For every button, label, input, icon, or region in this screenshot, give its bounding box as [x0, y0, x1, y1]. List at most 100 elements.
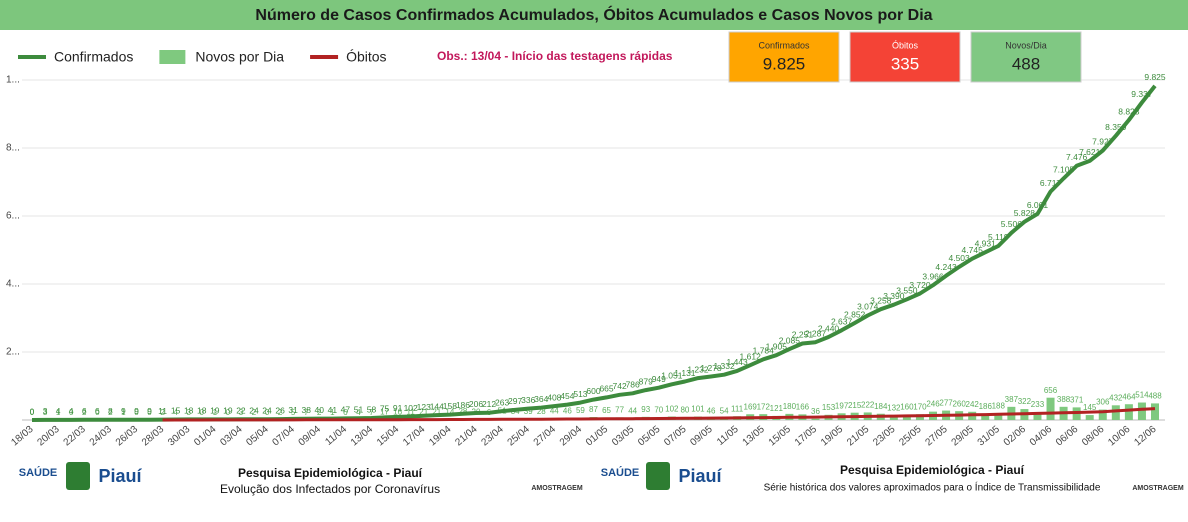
- data-label: 54: [720, 406, 729, 415]
- summary-value: 335: [891, 54, 919, 73]
- data-label: 121: [770, 404, 784, 413]
- x-tick-label: 12/06: [1132, 424, 1159, 449]
- data-label: 46: [563, 407, 572, 416]
- x-tick-label: 20/03: [35, 424, 62, 449]
- data-label: 80: [680, 405, 689, 414]
- data-label: 11: [158, 406, 167, 416]
- y-tick-label: 2...: [6, 347, 20, 358]
- x-tick-label: 05/04: [244, 424, 271, 449]
- data-label: 111: [731, 404, 744, 413]
- bar: [1125, 404, 1133, 420]
- data-label: 153: [822, 403, 836, 412]
- data-label: 188: [992, 402, 1006, 411]
- data-label: 19: [210, 406, 220, 416]
- data-label: 9: [147, 406, 152, 416]
- logo-text: SAÚDE: [601, 466, 640, 479]
- data-label: 166: [796, 402, 810, 411]
- x-tick-label: 09/04: [297, 424, 324, 449]
- data-label: 19: [223, 406, 233, 416]
- x-tick-label: 17/04: [401, 424, 428, 449]
- x-tick-label: 29/04: [558, 424, 585, 449]
- data-label: 44: [628, 407, 637, 416]
- logo-text: SAÚDE: [19, 466, 58, 479]
- data-label: 242: [966, 400, 980, 409]
- data-label: 75: [380, 404, 390, 414]
- data-label: 46: [707, 407, 716, 416]
- data-label: 170: [913, 402, 927, 411]
- data-label: 0: [30, 406, 35, 416]
- logo-icon: [646, 462, 670, 490]
- summary-label: Óbitos: [892, 40, 919, 50]
- chart-title: Número de Casos Confirmados Acumulados, …: [255, 5, 932, 24]
- x-tick-label: 08/06: [1080, 424, 1107, 449]
- data-label: 70: [654, 406, 663, 415]
- x-tick-label: 30/03: [166, 424, 193, 449]
- y-tick-label: 6...: [6, 211, 20, 222]
- logo-text: Piauí: [678, 466, 722, 486]
- data-label: 169: [744, 402, 758, 411]
- x-tick-label: 05/05: [636, 424, 663, 449]
- bar: [1138, 403, 1146, 420]
- x-tick-label: 19/05: [819, 424, 846, 449]
- data-label: 15: [171, 406, 181, 416]
- x-tick-label: 21/05: [845, 424, 872, 449]
- data-label: 7.927: [1092, 137, 1114, 147]
- data-label: 322: [1018, 397, 1032, 406]
- data-label: 215: [848, 401, 862, 410]
- footer-title: Pesquisa Epidemiológica - Piauí: [238, 466, 423, 480]
- x-tick-label: 11/05: [715, 424, 741, 448]
- x-tick-label: 21/04: [453, 424, 480, 449]
- data-label: 36: [811, 407, 820, 416]
- data-label: 18: [184, 406, 194, 416]
- bar: [1047, 398, 1055, 420]
- x-tick-label: 07/04: [271, 424, 298, 449]
- legend-swatch: [159, 50, 185, 64]
- x-tick-label: 02/06: [1002, 424, 1029, 449]
- logo-text: AMOSTRAGEM: [1132, 485, 1184, 492]
- data-label: 197: [835, 401, 849, 410]
- data-label: 432: [1109, 393, 1123, 402]
- data-label: 6: [95, 406, 100, 416]
- data-label: 3.966: [922, 271, 944, 281]
- x-tick-label: 25/04: [506, 424, 533, 449]
- bar: [1151, 403, 1159, 420]
- data-label: 9: [121, 406, 126, 416]
- data-label: 59: [576, 406, 585, 415]
- data-label: 488: [1148, 392, 1162, 401]
- data-label: 172: [757, 402, 771, 411]
- data-label: 24: [249, 405, 259, 415]
- x-tick-label: 27/04: [532, 424, 559, 449]
- x-tick-label: 15/05: [767, 424, 794, 449]
- legend-label: Confirmados: [54, 49, 133, 65]
- footer: SAÚDE Piauí Pesquisa Epidemiológica - Pi…: [19, 462, 1184, 496]
- x-tick-label: 09/05: [688, 424, 715, 449]
- data-label: 101: [691, 405, 705, 414]
- x-tick-label: 23/05: [871, 424, 898, 449]
- data-label: 222: [861, 401, 875, 410]
- data-label: 77: [615, 405, 624, 414]
- data-label: 260: [952, 399, 966, 408]
- data-label: 9: [134, 406, 139, 416]
- data-label: 656: [1044, 386, 1058, 395]
- x-tick-label: 31/05: [976, 424, 1003, 449]
- footer-subtitle: Evolução dos Infectados por Coronavírus: [220, 482, 440, 496]
- data-label: 514: [1135, 391, 1149, 400]
- summary-value: 488: [1012, 54, 1040, 73]
- summary-label: Confirmados: [758, 40, 810, 50]
- data-label: 6: [82, 406, 87, 416]
- x-tick-label: 04/06: [1028, 424, 1055, 449]
- logo-text: Piauí: [98, 466, 142, 486]
- data-label: 40: [315, 405, 325, 415]
- data-label: 58: [367, 404, 377, 414]
- data-label: 306: [1096, 398, 1110, 407]
- footer-subtitle: Série histórica dos valores aproximados …: [764, 481, 1101, 494]
- bar: [811, 419, 819, 420]
- data-label: 9.825: [1144, 72, 1166, 82]
- y-tick-label: 8...: [6, 143, 20, 154]
- data-label: 93: [641, 405, 650, 414]
- data-label: 4: [56, 406, 61, 416]
- data-label: 5.506: [1001, 219, 1023, 229]
- data-label: 388: [1057, 395, 1071, 404]
- x-tick-label: 25/05: [897, 424, 924, 449]
- data-label: 186: [979, 402, 993, 411]
